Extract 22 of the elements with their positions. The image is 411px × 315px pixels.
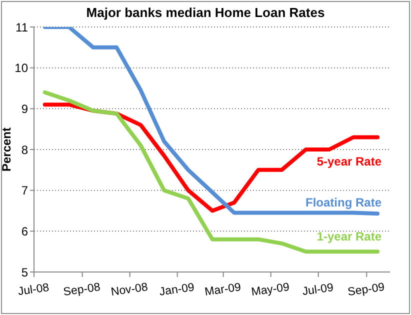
x-tick-label: Sep-09 xyxy=(347,282,386,299)
y-tick-label: 7 xyxy=(21,184,28,198)
y-tick-label: 9 xyxy=(21,102,28,116)
line-series xyxy=(42,27,380,216)
line-series xyxy=(42,90,380,254)
chart-title: Major banks median Home Loan Rates xyxy=(85,5,326,20)
series-label: Floating Rate xyxy=(306,196,382,210)
x-tick-label: Jul-09 xyxy=(302,282,334,298)
y-tick-label: 5 xyxy=(21,265,28,280)
series-label: 5-year Rate xyxy=(316,154,382,168)
y-tick-label: 8 xyxy=(21,142,28,157)
x-tick-label: Sep-08 xyxy=(62,282,102,299)
series-label: 1-year Rate xyxy=(316,230,382,244)
x-tick-label: Mar-09 xyxy=(204,282,242,299)
y-tick-label: 10 xyxy=(14,61,28,76)
x-tick-label: Jul-08 xyxy=(17,282,50,298)
y-axis-title: Percent xyxy=(0,127,14,172)
y-tick-label: 6 xyxy=(21,224,28,238)
y-tick-label: 11 xyxy=(16,20,28,34)
x-tick-label: May-09 xyxy=(250,281,290,299)
x-tick-label: Jan-09 xyxy=(158,282,196,298)
x-tick-label: Nov-08 xyxy=(110,282,149,299)
